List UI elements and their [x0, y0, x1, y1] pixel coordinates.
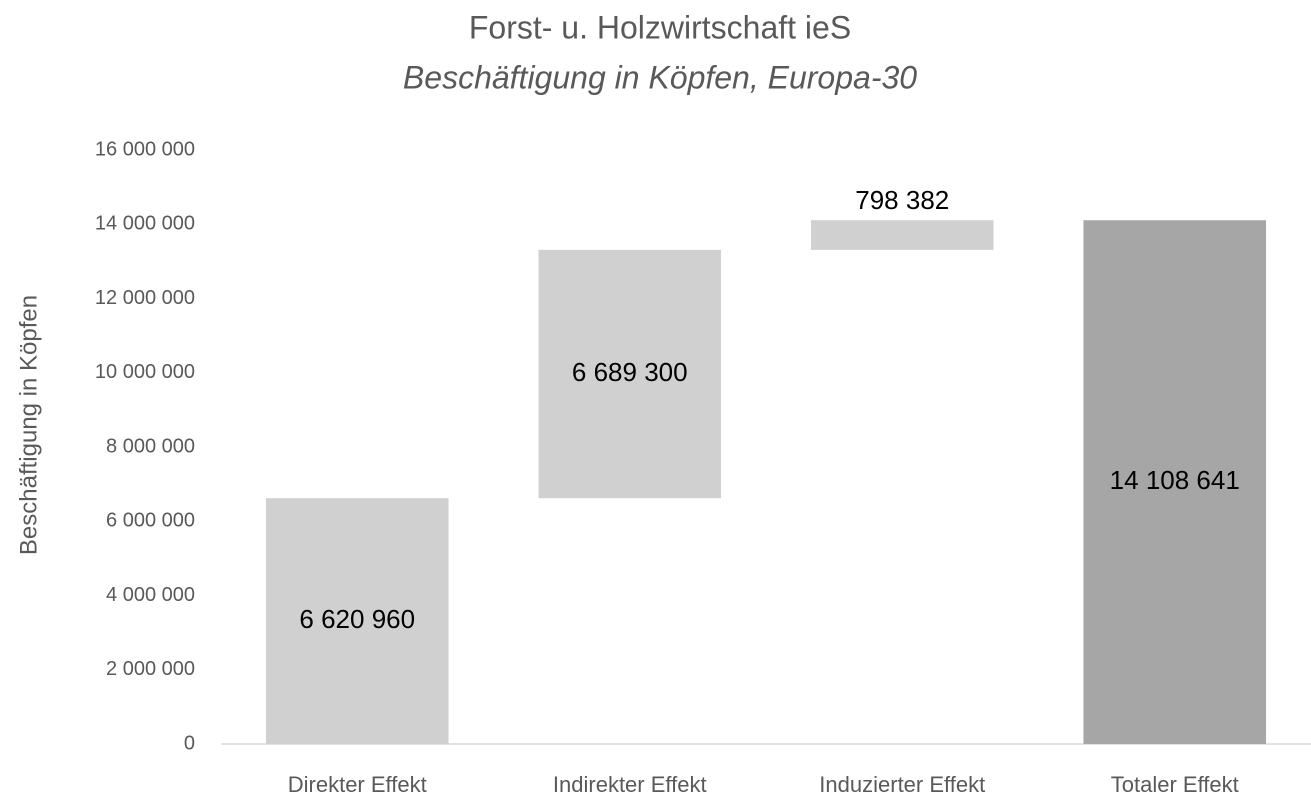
y-axis-label: Beschäftigung in Köpfen [15, 295, 42, 555]
x-tick-label: Indirekter Effekt [553, 772, 707, 797]
value-label: 14 108 641 [1110, 465, 1240, 495]
bar [538, 249, 722, 499]
y-tick-label: 12 000 000 [95, 287, 195, 309]
y-tick-label: 0 [184, 732, 195, 754]
x-tick-label: Direkter Effekt [288, 772, 427, 797]
x-tick-label: Totaler Effekt [1111, 772, 1239, 797]
y-tick-label: 8 000 000 [106, 435, 195, 457]
x-tick-label: Induzierter Effekt [819, 772, 985, 797]
value-label: 6 620 960 [299, 604, 415, 634]
y-tick-label: 14 000 000 [95, 213, 195, 235]
y-tick-label: 16 000 000 [95, 138, 195, 160]
chart-title: Forst- u. Holzwirtschaft ieS [469, 9, 851, 45]
y-tick-label: 6 000 000 [106, 510, 195, 532]
y-tick-label: 2 000 000 [106, 658, 195, 680]
bar [1083, 220, 1267, 745]
chart-subtitle: Beschäftigung in Köpfen, Europa-30 [403, 59, 917, 95]
y-tick-label: 10 000 000 [95, 361, 195, 383]
bar [810, 220, 994, 250]
bar [265, 498, 449, 744]
value-label: 6 689 300 [572, 357, 688, 387]
y-tick-label: 4 000 000 [106, 584, 195, 606]
value-label: 798 382 [855, 185, 949, 215]
